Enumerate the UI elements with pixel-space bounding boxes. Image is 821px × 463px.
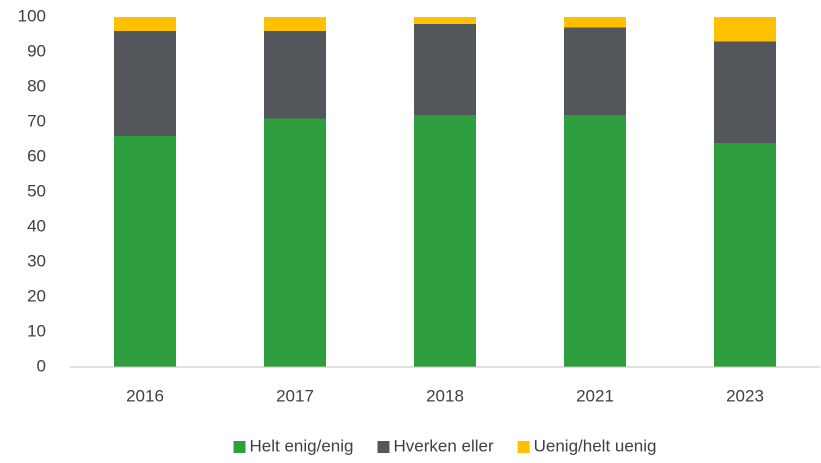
y-tick-label: 0	[37, 356, 46, 375]
legend-swatch	[517, 441, 530, 453]
y-tick-label: 80	[27, 76, 46, 95]
legend-label: Helt enig/enig	[250, 436, 354, 455]
y-tick-label: 70	[27, 111, 46, 130]
bar-segment	[564, 27, 626, 115]
y-tick-label: 20	[27, 286, 46, 305]
y-tick-label: 90	[27, 41, 46, 60]
legend-swatch	[377, 441, 390, 453]
bar-segment	[564, 115, 626, 367]
bar-segment	[714, 41, 776, 143]
x-tick-label: 2018	[426, 386, 464, 405]
y-tick-label: 30	[27, 251, 46, 270]
bar-segment	[264, 118, 326, 367]
bar-segment	[264, 31, 326, 119]
legend-label: Hverken eller	[393, 436, 493, 455]
x-tick-label: 2016	[126, 386, 164, 405]
bar-segment	[714, 17, 776, 42]
x-tick-label: 2021	[576, 386, 614, 405]
y-tick-label: 50	[27, 181, 46, 200]
bar-segment	[264, 17, 326, 31]
x-tick-label: 2023	[726, 386, 764, 405]
y-tick-label: 100	[18, 6, 46, 25]
y-tick-label: 10	[27, 321, 46, 340]
bar-segment	[714, 143, 776, 367]
legend-swatch	[233, 441, 246, 453]
bar-segment	[114, 136, 176, 367]
bar-segment	[114, 31, 176, 136]
legend-label: Uenig/helt uenig	[534, 436, 657, 455]
bar-segment	[414, 17, 476, 24]
bar-segment	[564, 17, 626, 28]
x-tick-label: 2017	[276, 386, 314, 405]
bar-segment	[114, 17, 176, 31]
y-tick-label: 60	[27, 146, 46, 165]
bar-segment	[414, 115, 476, 367]
bar-segment	[414, 24, 476, 115]
y-tick-label: 40	[27, 216, 46, 235]
